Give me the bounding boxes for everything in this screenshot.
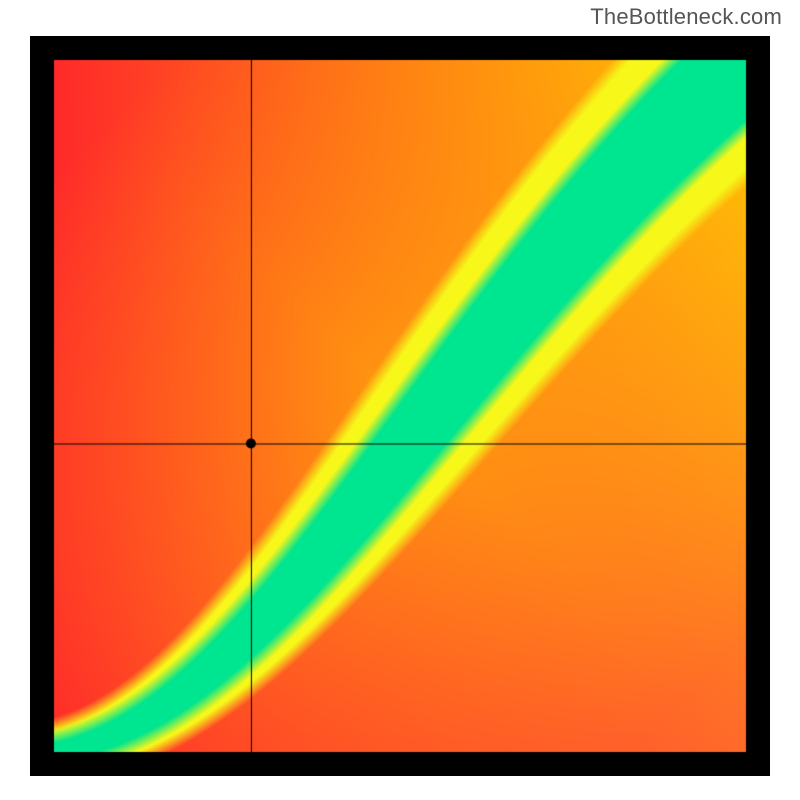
chart-container: TheBottleneck.com	[0, 0, 800, 800]
plot-black-frame	[30, 36, 770, 776]
watermark-label: TheBottleneck.com	[590, 4, 782, 30]
heatmap-canvas	[30, 36, 770, 776]
